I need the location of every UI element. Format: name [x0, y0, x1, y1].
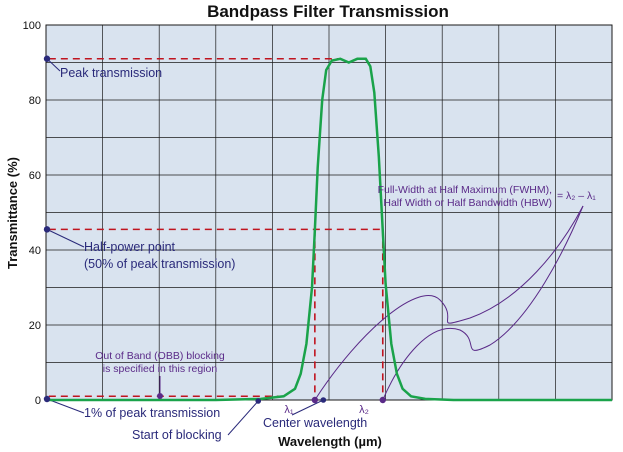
fwhm-leader-lambda1 [314, 205, 584, 401]
half-power-sublabel: (50% of peak transmission) [84, 257, 235, 271]
peak-transmission-label: Peak transmission [60, 66, 162, 80]
fwhm-label: Full-Width at Half Maximum (FWHM), [378, 184, 552, 196]
center-wavelength-label: Center wavelength [263, 416, 367, 430]
obb-label: Out of Band (OBB) blocking [95, 350, 225, 362]
y-tick-label: 80 [29, 95, 41, 107]
half-power-label: Half-power point [84, 240, 176, 254]
lambda2-dot [379, 396, 386, 404]
obb-sublabel: is specified in this region [103, 363, 218, 375]
fwhm-sublabel: Half Width or Half Bandwidth (HBW) [383, 197, 552, 209]
fwhm-equation: = λ₂ – λ₁ [557, 190, 596, 202]
center-wavelength-leader [291, 399, 324, 416]
y-tick-label: 60 [29, 170, 41, 182]
half-power-dot [43, 226, 51, 233]
lambda2-label: λ₂ [359, 404, 369, 416]
one-percent-leader [46, 398, 85, 414]
transmission-curve [46, 57, 612, 402]
reference-lines [48, 57, 384, 400]
annotation-dots [43, 55, 386, 404]
y-tick-label: 40 [29, 245, 41, 257]
obb-dot [157, 393, 163, 399]
start-of-blocking-leader [227, 400, 259, 436]
fwhm-leader-lambda2 [382, 205, 584, 401]
lambda1-label: λ₁ [284, 404, 294, 416]
half-power-leader [46, 228, 85, 248]
y-tick-label: 100 [23, 20, 41, 32]
y-tick-label: 20 [29, 320, 41, 332]
peak-dot [43, 55, 51, 62]
center-wavelength-dot [320, 397, 327, 403]
start-of-blocking-dot [255, 398, 262, 404]
start-of-blocking-label: Start of blocking [132, 428, 222, 442]
x-axis-label: Wavelength (µm) [278, 434, 382, 449]
y-tick-label: 0 [35, 395, 41, 407]
one-percent-dot [43, 395, 51, 403]
chart-title: Bandpass Filter Transmission [207, 2, 449, 21]
y-axis-ticks: 0 20 40 60 80 100 [23, 20, 41, 407]
leader-lines [46, 58, 584, 436]
y-axis-label: Transmittance (%) [5, 157, 20, 269]
lambda1-dot [311, 396, 319, 404]
one-percent-label: 1% of peak transmission [84, 406, 220, 420]
grid [46, 25, 612, 400]
